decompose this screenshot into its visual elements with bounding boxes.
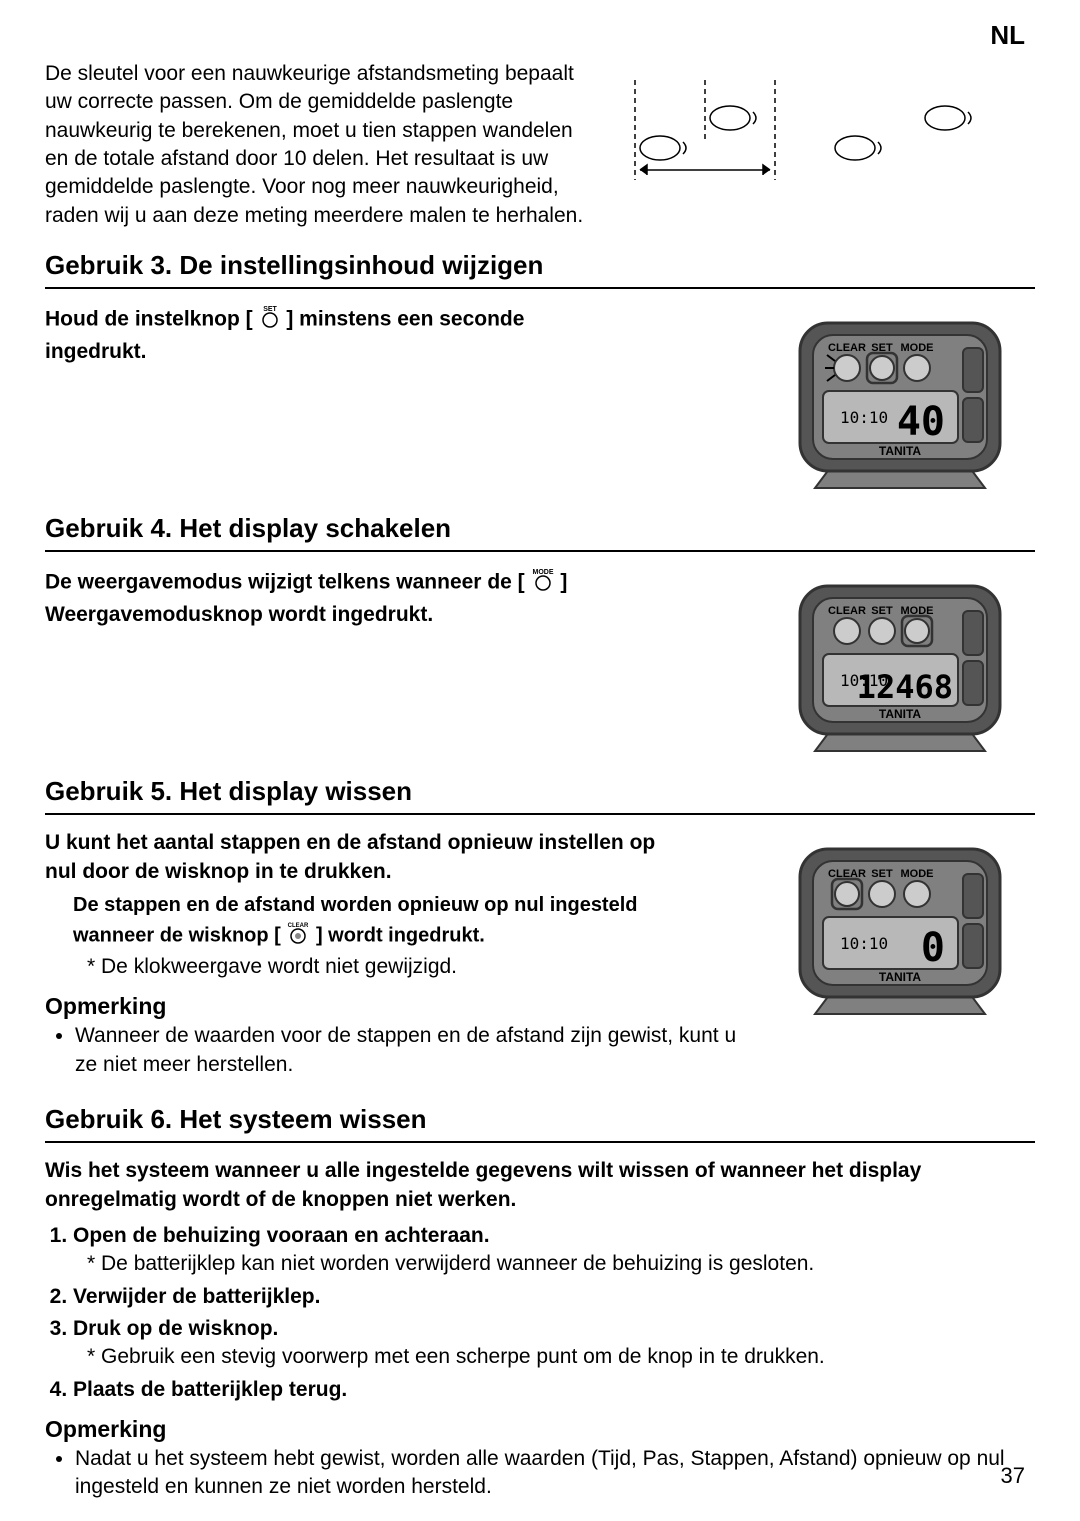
s6-steps-list: Open de behuizing vooraan en achteraan. … <box>73 1222 1035 1404</box>
intro-text: De sleutel voor een nauwkeurige afstands… <box>45 60 585 230</box>
s6-note-head: Opmerking <box>45 1414 1035 1445</box>
svg-text:10:10: 10:10 <box>840 934 888 953</box>
s5-star: De klokweergave wordt niet gewijzigd. <box>101 955 457 978</box>
svg-text:40: 40 <box>897 399 945 445</box>
s6-instruction: Wis het systeem wanneer u alle ingesteld… <box>45 1157 1035 1214</box>
svg-text:SET: SET <box>871 605 893 617</box>
s6-step-4: Plaats de batterijklep terug. <box>73 1376 1035 1404</box>
s6-note-item: Nadat u het systeem hebt gewist, worden … <box>75 1445 1035 1502</box>
svg-text:0: 0 <box>921 925 945 971</box>
section5-heading: Gebruik 5. Het display wissen <box>45 774 1035 815</box>
svg-text:SET: SET <box>871 868 893 880</box>
svg-text:TANITA: TANITA <box>879 970 922 984</box>
svg-text:MODE: MODE <box>901 342 934 354</box>
s4-instr-a: De weergavemodus wijzigt telkens wanneer… <box>45 571 525 594</box>
svg-text:MODE: MODE <box>532 569 553 576</box>
svg-text:CLEAR: CLEAR <box>288 923 309 929</box>
icon-label: SET <box>263 306 277 313</box>
svg-text:MODE: MODE <box>901 868 934 880</box>
section3-text: Houd de instelknop [ SET ] minstens een … <box>45 303 745 493</box>
s5-sub-b: ] wordt ingedrukt. <box>316 924 485 946</box>
svg-text:CLEAR: CLEAR <box>828 605 866 617</box>
device-figure-3: CLEAR SET MODE 10:10 0 TANITA <box>765 829 1035 1084</box>
s6-step-3: Druk op de wisknop. * Gebruik een stevig… <box>73 1315 1035 1372</box>
s5-instruction: U kunt het aantal stappen en de afstand … <box>45 829 665 886</box>
s5-note-head: Opmerking <box>45 991 745 1022</box>
section6-heading: Gebruik 6. Het systeem wissen <box>45 1102 1035 1143</box>
section4-heading: Gebruik 4. Het display schakelen <box>45 511 1035 552</box>
section4-text: De weergavemodus wijzigt telkens wanneer… <box>45 566 745 756</box>
intro-row: De sleutel voor een nauwkeurige afstands… <box>45 60 1035 230</box>
mode-button-icon: MODE <box>531 566 555 600</box>
section5-text: U kunt het aantal stappen en de afstand … <box>45 829 745 1084</box>
s5-note-item: Wanneer de waarden voor de stappen en de… <box>75 1022 745 1079</box>
svg-text:10:10: 10:10 <box>840 408 888 427</box>
s3-instr-a: Houd de instelknop [ <box>45 308 253 331</box>
clear-button-icon: CLEAR <box>286 919 310 953</box>
page-number: 37 <box>1001 1461 1025 1491</box>
set-button-icon: SET <box>259 303 281 337</box>
language-label: NL <box>990 18 1025 53</box>
section3-heading: Gebruik 3. De instellingsinhoud wijzigen <box>45 248 1035 289</box>
svg-text:TANITA: TANITA <box>879 444 922 458</box>
device-figure-1: CLEAR SET MODE 10:10 40 TANITA <box>765 303 1035 493</box>
s6-step-2: Verwijder de batterijklep. <box>73 1283 1035 1311</box>
device-figure-2: CLEAR SET MODE 10:10 12468 TANITA <box>765 566 1035 756</box>
svg-text:TANITA: TANITA <box>879 707 922 721</box>
s6-step-1: Open de behuizing vooraan en achteraan. … <box>73 1222 1035 1279</box>
footprint-diagram <box>605 60 1035 230</box>
svg-text:12468: 12468 <box>857 668 953 706</box>
svg-text:CLEAR: CLEAR <box>828 342 866 354</box>
